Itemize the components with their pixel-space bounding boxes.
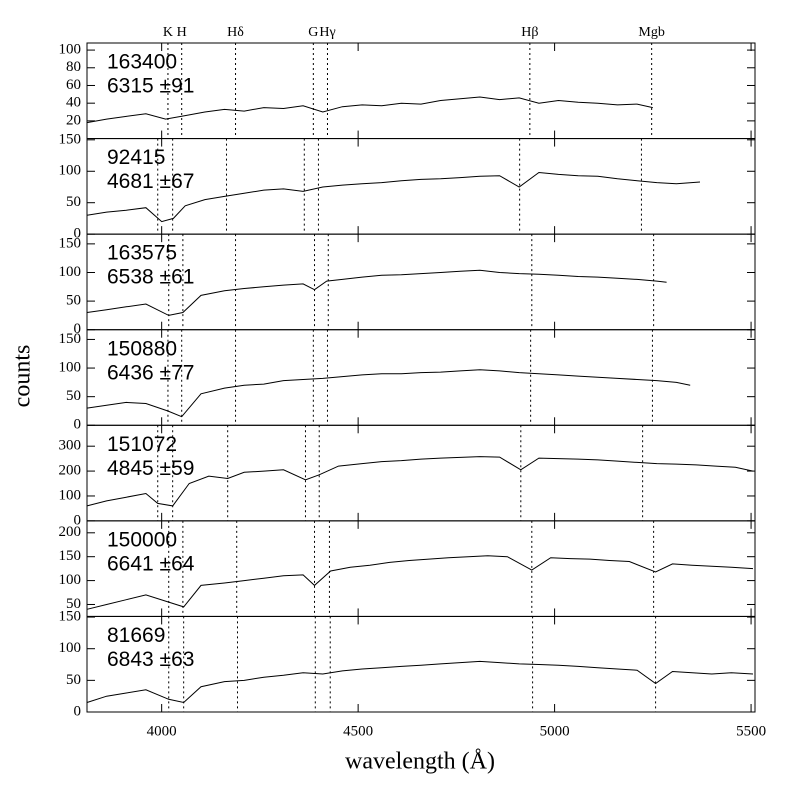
- spectrum: [86, 456, 754, 507]
- y-tick-label: 40: [66, 95, 81, 111]
- y-tick-label: 300: [59, 438, 82, 454]
- y-axis-label: counts: [10, 345, 36, 408]
- x-tick-label: 5000: [540, 723, 570, 739]
- feature-label: H: [177, 25, 187, 40]
- spectrum-velocity: 6315 ±91: [107, 75, 194, 98]
- y-tick-label: 100: [59, 640, 82, 656]
- feature-label: G: [308, 25, 318, 40]
- y-tick-label: 200: [59, 463, 82, 479]
- y-tick-label: 100: [59, 487, 82, 503]
- y-tick-label: 80: [66, 59, 81, 75]
- y-tick-label: 150: [59, 235, 82, 251]
- spectrum-velocity: 4681 ±67: [107, 170, 194, 193]
- y-tick-label: 0: [74, 703, 82, 719]
- y-tick-label: 150: [59, 131, 82, 147]
- spectrum: [86, 96, 653, 124]
- y-tick-label: 150: [59, 608, 82, 624]
- spectrum: [86, 171, 701, 223]
- y-tick-label: 100: [59, 359, 82, 375]
- feature-label: Hβ: [521, 25, 538, 40]
- spectrum-id: 163400: [107, 51, 177, 74]
- y-tick-label: 150: [59, 331, 82, 347]
- spectrum-id: 92415: [107, 146, 165, 169]
- spectrum: [86, 269, 667, 316]
- spectrum-velocity: 6641 ±64: [107, 552, 195, 575]
- feature-label: Hδ: [227, 25, 244, 40]
- panel-frame: [86, 615, 756, 713]
- x-tick-label: 4500: [343, 723, 373, 739]
- y-tick-label: 100: [59, 572, 82, 588]
- spectrum-id: 150000: [107, 528, 177, 551]
- y-tick-label: 50: [66, 672, 81, 688]
- spectrum-velocity: 6538 ±61: [107, 266, 194, 289]
- y-tick-label: 50: [66, 388, 81, 404]
- y-tick-label: 50: [66, 194, 81, 210]
- y-tick-label: 200: [59, 524, 82, 540]
- y-tick-label: 0: [74, 226, 82, 242]
- spectrum-id: 151072: [107, 433, 177, 456]
- x-tick-label: 4000: [147, 723, 177, 739]
- spectrum: [86, 369, 691, 418]
- spectrum: [86, 660, 754, 704]
- spectrum-id: 81669: [107, 624, 165, 647]
- spectrum-velocity: 4845 ±59: [107, 457, 194, 480]
- y-tick-label: 20: [66, 112, 81, 128]
- y-tick-label: 100: [59, 264, 82, 280]
- spectrum-velocity: 6843 ±63: [107, 648, 194, 671]
- y-tick-label: 100: [59, 163, 82, 179]
- spectrum-id: 163575: [107, 242, 177, 265]
- y-tick-label: 60: [66, 77, 81, 93]
- y-tick-label: 50: [66, 596, 81, 612]
- y-tick-label: 0: [74, 321, 82, 337]
- feature-label: K: [163, 25, 173, 40]
- feature-label: Mgb: [638, 25, 664, 40]
- y-tick-label: 50: [66, 293, 81, 309]
- x-axis-label: wavelength (Å): [345, 749, 495, 775]
- spectrum-velocity: 6436 ±77: [107, 361, 194, 384]
- y-tick-label: 0: [74, 417, 82, 433]
- y-tick-label: 100: [59, 42, 82, 58]
- feature-label: Hγ: [319, 25, 335, 40]
- y-tick-label: 0: [74, 512, 82, 528]
- spectrum: [86, 555, 754, 610]
- spectrum-id: 150880: [107, 337, 177, 360]
- x-tick-label: 5500: [736, 723, 766, 739]
- y-tick-label: 150: [59, 548, 82, 564]
